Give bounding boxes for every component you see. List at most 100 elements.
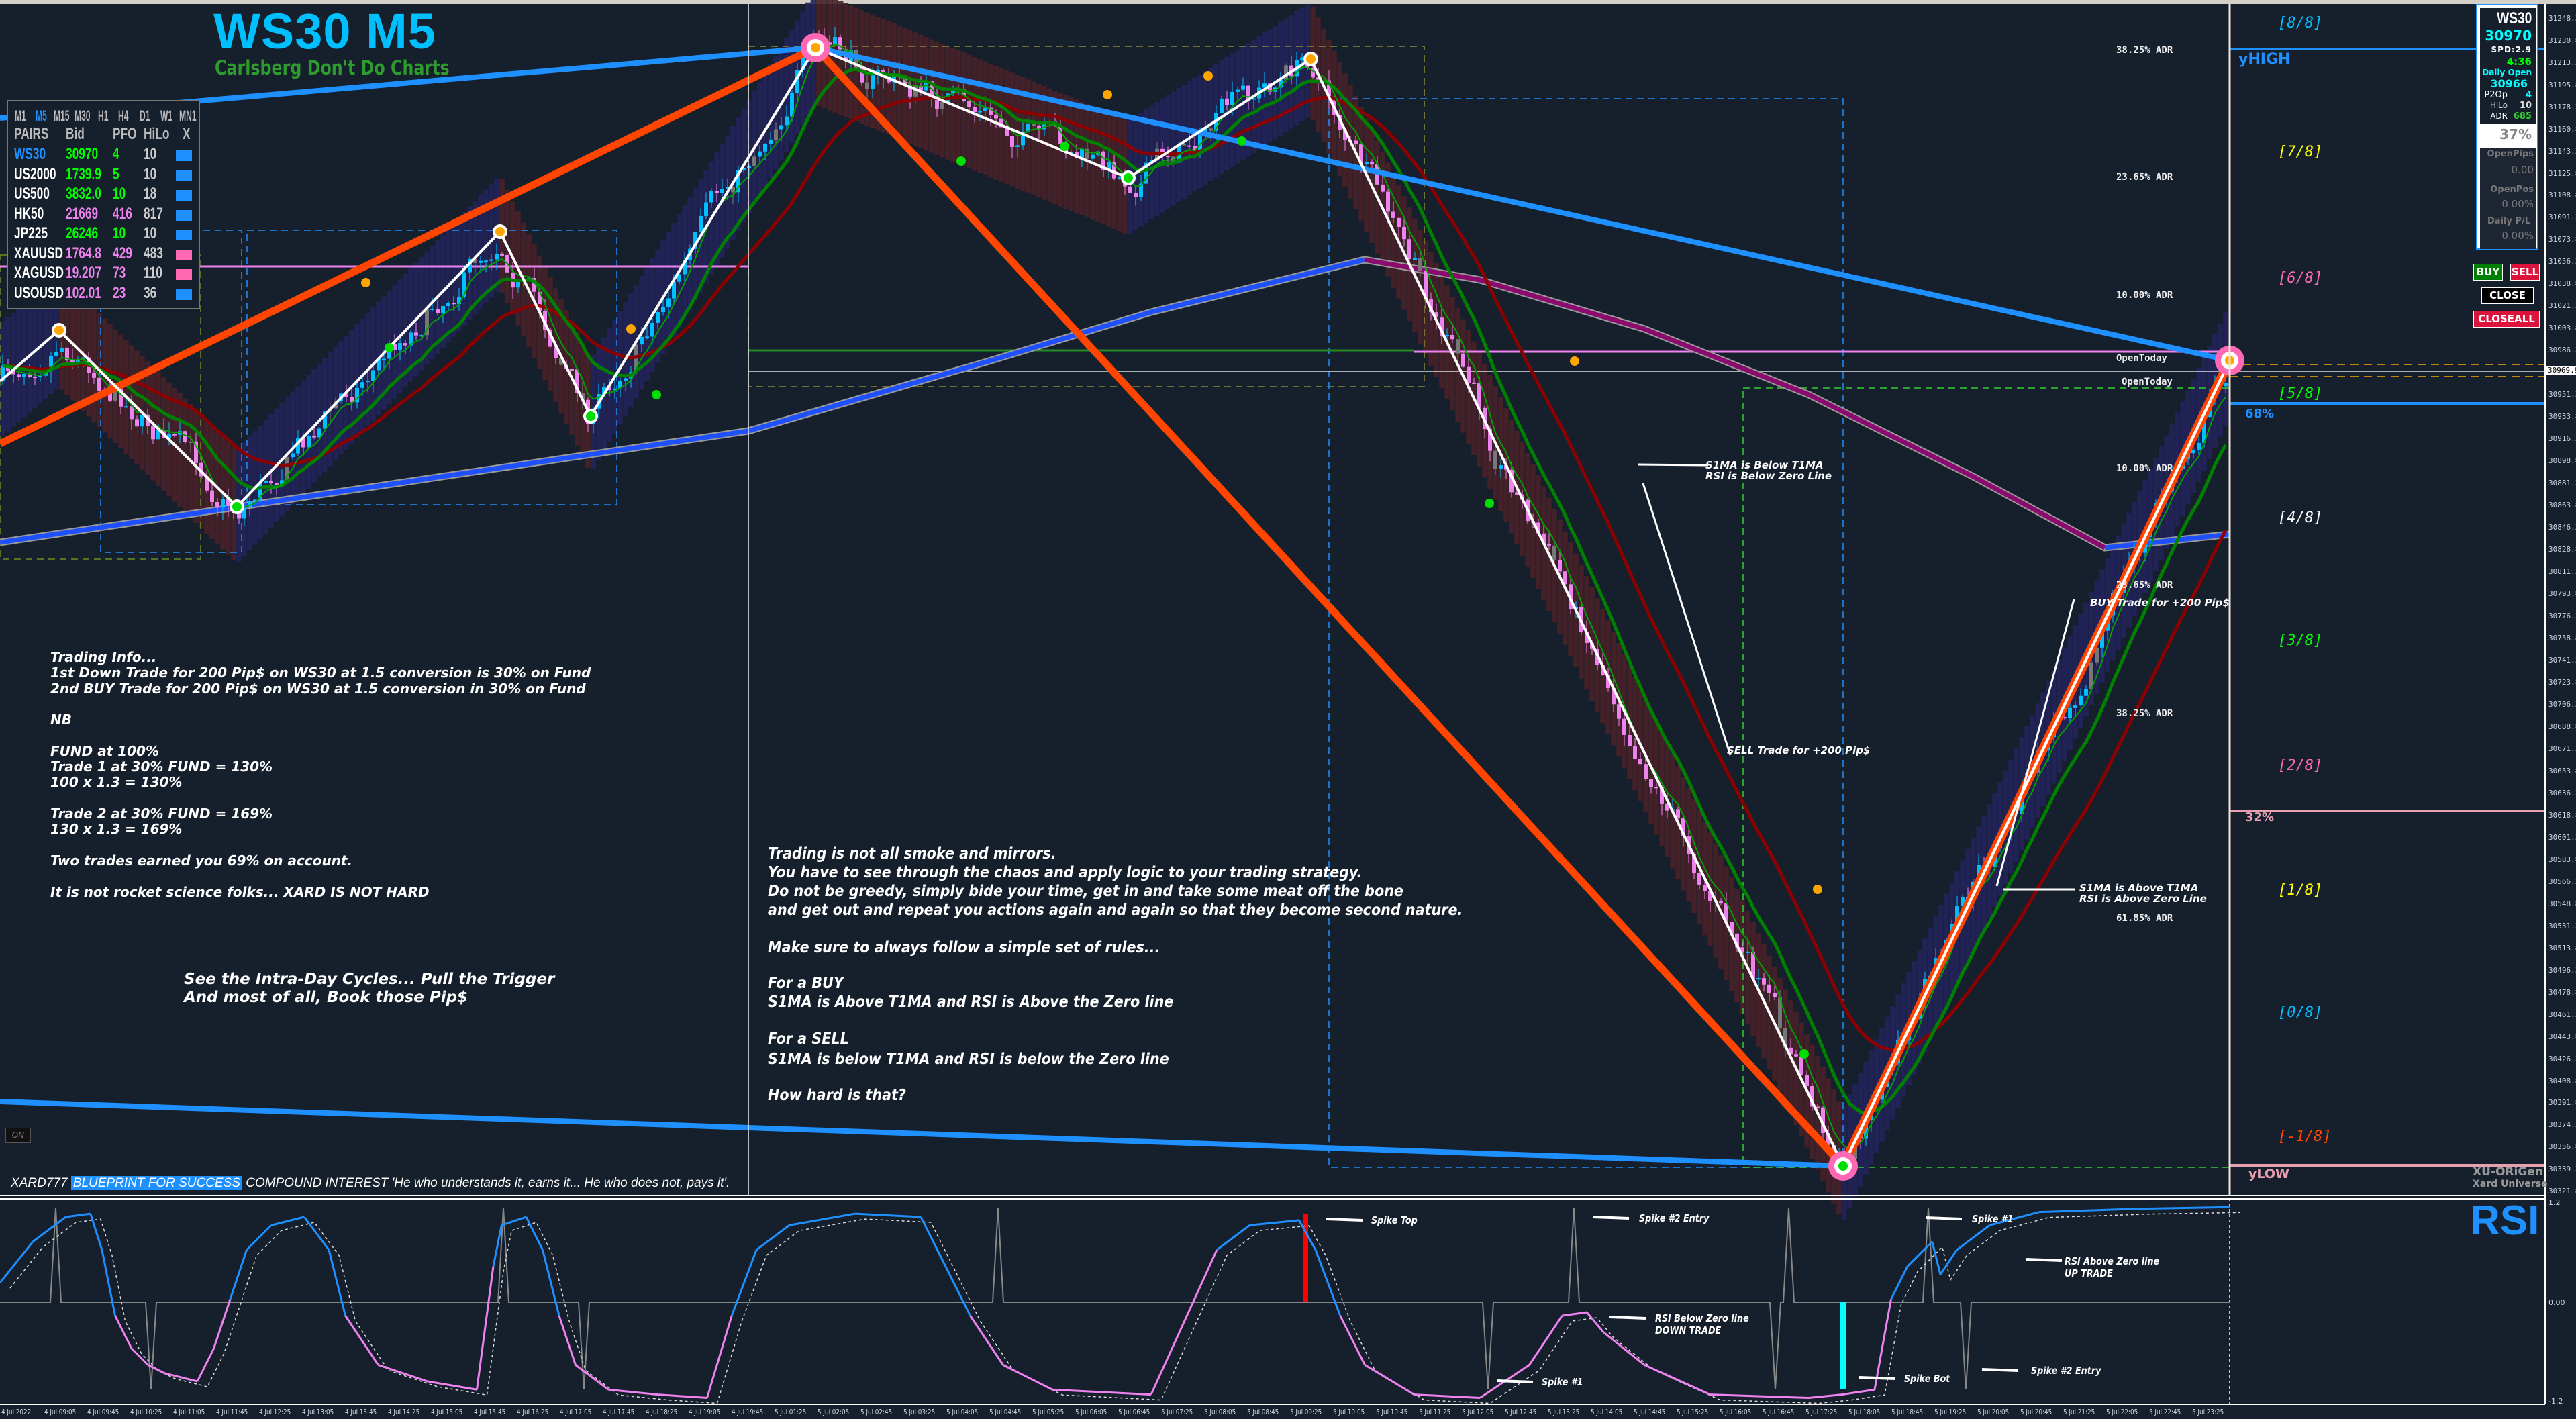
- timeframe-tab-w1[interactable]: W1: [160, 107, 173, 124]
- candle-body: [1193, 146, 1197, 152]
- pair-close-box[interactable]: [176, 190, 192, 201]
- time-tick-label: 4 Jul 16:25: [517, 1408, 549, 1416]
- candle-body: [1445, 334, 1449, 336]
- timeframe-tab-h1[interactable]: H1: [98, 107, 109, 124]
- candle-body: [1644, 764, 1648, 779]
- candle-body: [983, 107, 987, 111]
- pair-name[interactable]: US500: [14, 185, 50, 203]
- pair-close-box[interactable]: [176, 230, 192, 240]
- adr-label-upper-38: 38.25% ADR: [2116, 45, 2173, 56]
- rsi-below-line-2: DOWN TRADE: [1655, 1324, 1722, 1336]
- rsi-spike-line: [0, 1208, 2230, 1390]
- rsi-line-segment: [706, 1315, 733, 1398]
- pair-name[interactable]: JP225: [14, 224, 48, 242]
- time-tick-label: 5 Jul 23:25: [2192, 1408, 2224, 1416]
- time-tick-label: 4 Jul 19:05: [689, 1408, 721, 1416]
- pair-close-box[interactable]: [176, 289, 192, 300]
- pair-pfo: 10: [113, 185, 126, 203]
- candle-body: [1751, 951, 1755, 979]
- candle-body: [1961, 897, 1965, 907]
- rsi-annotation-arrow: [1981, 1368, 2019, 1372]
- trading-info-line: FUND at 100%: [50, 742, 160, 759]
- murrey-level-label: [-1/8]: [2278, 1128, 2332, 1145]
- time-tick-label: 4 Jul 15:05: [431, 1408, 463, 1416]
- candle-body: [371, 370, 375, 381]
- adr-label-lower-61: 61.85% ADR: [2116, 913, 2173, 924]
- t1ma-line: [2, 95, 2228, 1052]
- table-header-x: X: [183, 125, 191, 143]
- timeframe-tab-m30[interactable]: M30: [75, 107, 91, 124]
- timeframe-tab-mn1[interactable]: MN1: [179, 107, 197, 124]
- candle-body: [269, 481, 273, 483]
- rsi-line-segment: [65, 1212, 91, 1218]
- candle-body: [1563, 571, 1567, 585]
- candle-body: [1220, 98, 1224, 113]
- time-tick-label: 5 Jul 22:05: [2106, 1408, 2138, 1416]
- candle-body: [1488, 429, 1492, 451]
- pair-name[interactable]: XAUUSD: [14, 244, 63, 262]
- adr-label-upper-23: 23.65% ADR: [2116, 172, 2173, 183]
- candle-body: [151, 426, 155, 440]
- timeframe-tab-h4[interactable]: H4: [118, 107, 129, 124]
- candle-body: [1327, 80, 1331, 98]
- menu-bar[interactable]: [0, 0, 2576, 4]
- timeframe-tab-d1[interactable]: D1: [140, 107, 150, 124]
- pair-close-box[interactable]: [176, 209, 192, 221]
- candle-body: [189, 441, 193, 443]
- rsi-line-segment: [1931, 1241, 1942, 1275]
- rsi-note-spike1-top: Spike #1: [1972, 1213, 2014, 1225]
- time-tick-label: 5 Jul 12:45: [1505, 1408, 1537, 1416]
- candle-body: [60, 348, 64, 352]
- candle-body: [1649, 779, 1653, 787]
- price-tick-label: 31248.30: [2548, 14, 2576, 23]
- pair-name[interactable]: US2000: [14, 164, 56, 183]
- buy-button[interactable]: BUY: [2473, 264, 2503, 281]
- on-toggle-button[interactable]: ON: [5, 1128, 31, 1143]
- candle-body: [1021, 131, 1025, 146]
- murrey-level-label: [4/8]: [2278, 509, 2323, 526]
- pair-name[interactable]: XAGUSD: [14, 264, 64, 282]
- pair-name[interactable]: WS30: [14, 145, 46, 163]
- pair-close-box[interactable]: [176, 249, 192, 260]
- candle-body: [1740, 947, 1744, 953]
- candle-body: [801, 52, 805, 70]
- time-tick-label: 5 Jul 20:05: [1977, 1408, 2010, 1416]
- candle-body: [1005, 127, 1009, 136]
- candle-body: [2191, 449, 2195, 454]
- candle-body: [795, 70, 799, 93]
- rsi-line-segment: [1586, 1312, 1604, 1333]
- closeall-button[interactable]: CLOSEALL: [2473, 311, 2540, 328]
- sell-button[interactable]: SELL: [2510, 264, 2540, 281]
- candle-body: [785, 116, 789, 126]
- timeframe-tab-m5[interactable]: M5: [36, 107, 47, 124]
- info-symbol: WS30: [2496, 9, 2532, 28]
- price-tick-label: 31003.80: [2548, 324, 2576, 333]
- rsi-line-segment: [575, 1364, 609, 1391]
- pair-name[interactable]: HK50: [14, 204, 44, 223]
- candle-body: [119, 389, 123, 407]
- candle-body: [495, 254, 499, 260]
- candle-body: [790, 93, 794, 117]
- candle-body: [769, 140, 773, 144]
- pair-close-box[interactable]: [176, 269, 192, 280]
- close-button[interactable]: CLOSE: [2481, 287, 2534, 304]
- swing-point-dot: [1306, 54, 1316, 64]
- fractal-low-dot: [1237, 136, 1246, 146]
- adr-label-upper-10: 10.00% ADR: [2116, 290, 2173, 301]
- swing-point-dot: [1838, 1161, 1848, 1171]
- rsi-line-segment: [1710, 1393, 1810, 1399]
- timeframe-tab-m15[interactable]: M15: [54, 107, 70, 124]
- price-tick-label: 30461.30: [2548, 1010, 2576, 1020]
- candle-body: [296, 438, 300, 454]
- pair-close-box[interactable]: [176, 170, 192, 181]
- candle-body: [538, 291, 542, 311]
- time-tick-label: 4 Jul 11:05: [173, 1408, 205, 1416]
- timeframe-tab-m1[interactable]: M1: [15, 107, 26, 124]
- pair-name[interactable]: USOUSD: [14, 283, 64, 302]
- candle-body: [441, 306, 445, 313]
- candle-body: [989, 107, 993, 115]
- pair-close-box[interactable]: [176, 150, 192, 161]
- rsi-line-segment: [1339, 1315, 1366, 1366]
- rsi-line-segment: [1873, 1299, 1892, 1390]
